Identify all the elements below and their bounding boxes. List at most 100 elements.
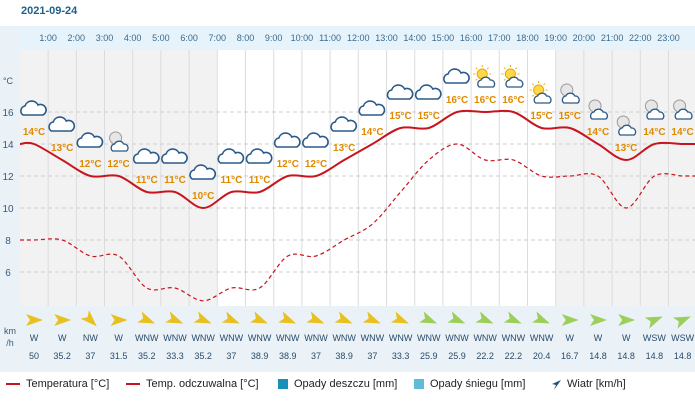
- wind-arrow-shape: [531, 311, 550, 324]
- wind-speed-label: 14.8: [617, 351, 635, 361]
- wind-arrow-shape: [165, 311, 184, 324]
- wind-speed-label: 35.2: [53, 351, 71, 361]
- cloud-night-icon: [644, 99, 665, 120]
- hour-label: 4:00: [124, 33, 142, 43]
- wind-direction-label: WNW: [135, 333, 159, 343]
- temperature-label: 11°C: [249, 175, 271, 186]
- cloud-icon: [386, 84, 414, 100]
- legend-label: Temp. odczuwalna [°C]: [146, 378, 259, 390]
- temperature-label: 13°C: [615, 143, 637, 154]
- wind-arrow: [193, 311, 212, 324]
- y-tick-label: 8: [5, 236, 11, 247]
- wind-arrow-shape: [447, 311, 466, 324]
- temperature-label: 10°C: [192, 191, 214, 202]
- wind-arrow-shape: [306, 311, 325, 324]
- wind-direction-label: W: [594, 333, 603, 343]
- wind-direction-label: W: [114, 333, 123, 343]
- legend-item: Wiatr [km/h]: [551, 378, 626, 391]
- hour-label: 11:00: [319, 33, 341, 43]
- wind-speed-label: 35.2: [138, 351, 156, 361]
- legend-item: Temperatura [°C]: [6, 378, 109, 390]
- wind-arrow: [618, 314, 636, 326]
- hour-label: 18:00: [516, 33, 539, 43]
- hour-label: 5:00: [152, 33, 170, 43]
- sun-ray: [531, 94, 535, 97]
- wind-arrow: [475, 311, 494, 324]
- wind-arrow-shape: [644, 316, 663, 329]
- wind-direction-label: WNW: [332, 333, 356, 343]
- cloud-shape: [646, 108, 665, 120]
- sun-ray: [531, 83, 535, 86]
- wind-arrow-shape: [221, 311, 240, 324]
- wind-direction-label: WNW: [502, 333, 526, 343]
- wind-arrow: [110, 314, 128, 326]
- wind-arrow-shape: [137, 311, 156, 324]
- cloud-night-icon: [109, 131, 129, 152]
- temperature-label: 13°C: [333, 143, 355, 154]
- wind-speed-label: 38.9: [335, 351, 353, 361]
- cloud-shape: [414, 84, 442, 100]
- cloud-shape: [20, 100, 47, 116]
- temperature-label: 16°C: [446, 95, 468, 106]
- cloud-shape: [161, 148, 188, 164]
- temperature-label: 12°C: [305, 159, 327, 170]
- legend-swatch: [414, 379, 424, 390]
- cloud-night-icon: [588, 99, 608, 120]
- wind-direction-label: WSW: [643, 333, 666, 343]
- hour-label: 17:00: [488, 33, 511, 43]
- series-line: [20, 143, 695, 302]
- cloud-shape: [110, 140, 129, 152]
- wind-arrow: [54, 314, 72, 326]
- wind-direction-label: WNW: [389, 333, 413, 343]
- y-tick-label: 16: [2, 108, 14, 119]
- cloud-icon: [302, 132, 329, 148]
- temperature-label: 14°C: [361, 127, 383, 138]
- wind-arrow-shape: [110, 314, 128, 326]
- night-shade: [20, 50, 218, 306]
- wind-direction-label: WNW: [248, 333, 272, 343]
- hour-label: 13:00: [375, 33, 398, 43]
- wind-arrow-shape: [362, 311, 381, 324]
- temperature-label: 12°C: [277, 159, 299, 170]
- wind-direction-label: WNW: [191, 333, 215, 343]
- sun-ray: [514, 67, 518, 70]
- wind-panel: [20, 306, 695, 372]
- sun-ray: [475, 78, 478, 81]
- hour-label: 16:00: [460, 33, 483, 43]
- wind-speed-label: 38.9: [279, 351, 297, 361]
- wind-direction-label: W: [58, 333, 67, 343]
- cloud-icon: [217, 148, 245, 164]
- wind-arrow-shape: [590, 314, 607, 326]
- hour-label: 6:00: [180, 33, 198, 43]
- wind-speed-label: 38.9: [251, 351, 269, 361]
- y-tick-label: 12: [2, 172, 14, 183]
- cloud-icon: [245, 148, 273, 164]
- wind-arrow: [503, 311, 522, 324]
- legend-swatch: [6, 383, 20, 386]
- chart-legend: Temperatura [°C] Temp. odczuwalna [°C] Opa…: [0, 373, 695, 395]
- temperature-label: 14°C: [671, 127, 693, 138]
- temperature-label: 11°C: [221, 175, 243, 186]
- wind-arrow-shape: [618, 314, 636, 326]
- wind-arrow: [531, 311, 550, 324]
- wind-arrow: [419, 311, 438, 324]
- wind-arrow-shape: [419, 311, 438, 324]
- wind-arrow-shape: [672, 316, 691, 329]
- cloud-shape: [330, 116, 358, 132]
- legend-item: Opady śniegu [mm]: [414, 378, 525, 390]
- hour-label: 1:00: [39, 33, 57, 43]
- legend-item: Opady deszczu [mm]: [278, 378, 397, 390]
- wind-arrow-shape: [193, 311, 212, 324]
- wind-speed-label: 37: [311, 351, 321, 361]
- wind-direction-label: NW: [83, 333, 98, 343]
- temperature-label: 12°C: [107, 159, 129, 170]
- temperature-label: 15°C: [418, 111, 440, 122]
- left-axis-panel: [0, 26, 20, 372]
- wind-arrow-shape: [475, 311, 494, 324]
- cloud-shape: [505, 76, 524, 88]
- cloud-icon: [161, 148, 188, 164]
- wind-arrow: [447, 311, 466, 324]
- temperature-label: 12°C: [79, 159, 101, 170]
- sun-ray: [486, 67, 489, 70]
- hour-label: 14:00: [403, 33, 426, 43]
